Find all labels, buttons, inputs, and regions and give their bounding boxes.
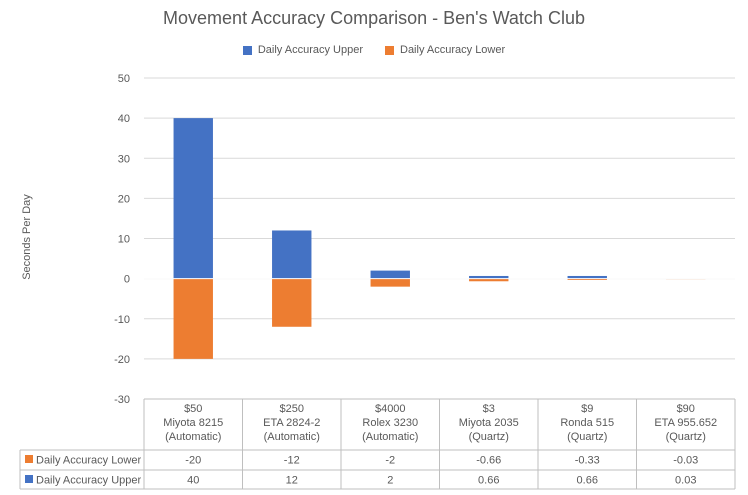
category-label: $3	[483, 403, 495, 415]
table-value-cell: 40	[187, 475, 199, 487]
table-value-cell: 0.03	[675, 475, 696, 487]
table-value-cell: -12	[284, 455, 300, 467]
category-label: $4000	[375, 403, 406, 415]
table-value-cell: -20	[185, 455, 201, 467]
legend-item-upper: Daily Accuracy Upper	[242, 44, 363, 56]
y-tick-label: 30	[118, 153, 130, 165]
table-value-cell: 12	[286, 475, 298, 487]
category-label: (Quartz)	[567, 431, 607, 443]
bar-upper	[469, 275, 509, 279]
legend-swatch-lower	[385, 45, 394, 55]
category-label: (Automatic)	[264, 431, 320, 443]
legend: Daily Accuracy Upper Daily Accuracy Lowe…	[0, 44, 748, 56]
y-tick-label: 0	[124, 274, 130, 286]
table-series-label: Daily Accuracy Lower	[36, 455, 141, 467]
category-label: $90	[677, 403, 695, 415]
category-label: Miyota 2035	[459, 417, 519, 429]
bar-lower	[272, 278, 312, 327]
legend-item-lower: Daily Accuracy Lower	[385, 44, 505, 56]
bar-lower	[370, 278, 410, 287]
category-label: $9	[581, 403, 593, 415]
bar-upper	[370, 270, 410, 279]
chart-title: Movement Accuracy Comparison - Ben's Wat…	[163, 8, 585, 28]
y-tick-label: 40	[118, 113, 130, 125]
category-label: Rolex 3230	[362, 417, 418, 429]
category-label: $50	[184, 403, 202, 415]
y-tick-label: -10	[114, 314, 130, 326]
category-label: $250	[280, 403, 304, 415]
table-value-cell: -0.33	[575, 455, 600, 467]
bar-upper	[173, 118, 213, 279]
bar-lower	[567, 278, 607, 280]
table-value-cell: 0.66	[478, 475, 499, 487]
category-label: (Automatic)	[165, 431, 221, 443]
category-label: (Automatic)	[362, 431, 418, 443]
table-series-label: Daily Accuracy Upper	[36, 475, 141, 487]
category-label: Miyota 8215	[163, 417, 223, 429]
category-label: Ronda 515	[560, 417, 614, 429]
legend-label-lower: Daily Accuracy Lower	[400, 44, 506, 56]
table-legend-key	[25, 475, 33, 483]
y-tick-label: -20	[114, 354, 130, 366]
table-value-cell: -0.03	[673, 455, 698, 467]
y-tick-label: 50	[118, 73, 130, 85]
y-tick-label: 20	[118, 193, 130, 205]
table-legend-key	[25, 455, 33, 463]
category-label: (Quartz)	[666, 431, 706, 443]
legend-label-upper: Daily Accuracy Upper	[257, 44, 363, 56]
y-tick-label: -30	[114, 394, 130, 406]
bar-lower	[469, 278, 509, 282]
bar-upper	[272, 230, 312, 279]
bar-lower	[173, 278, 213, 359]
table-value-cell: -2	[385, 455, 395, 467]
table-value-cell: -0.66	[476, 455, 501, 467]
legend-swatch-upper	[242, 45, 252, 55]
bar-upper	[567, 275, 607, 279]
category-label: ETA 955.652	[654, 417, 717, 429]
category-label: ETA 2824-2	[263, 417, 320, 429]
category-label: (Quartz)	[469, 431, 509, 443]
y-tick-label: 10	[118, 234, 130, 246]
table-value-cell: 2	[387, 475, 393, 487]
table-value-cell: 0.66	[577, 475, 598, 487]
